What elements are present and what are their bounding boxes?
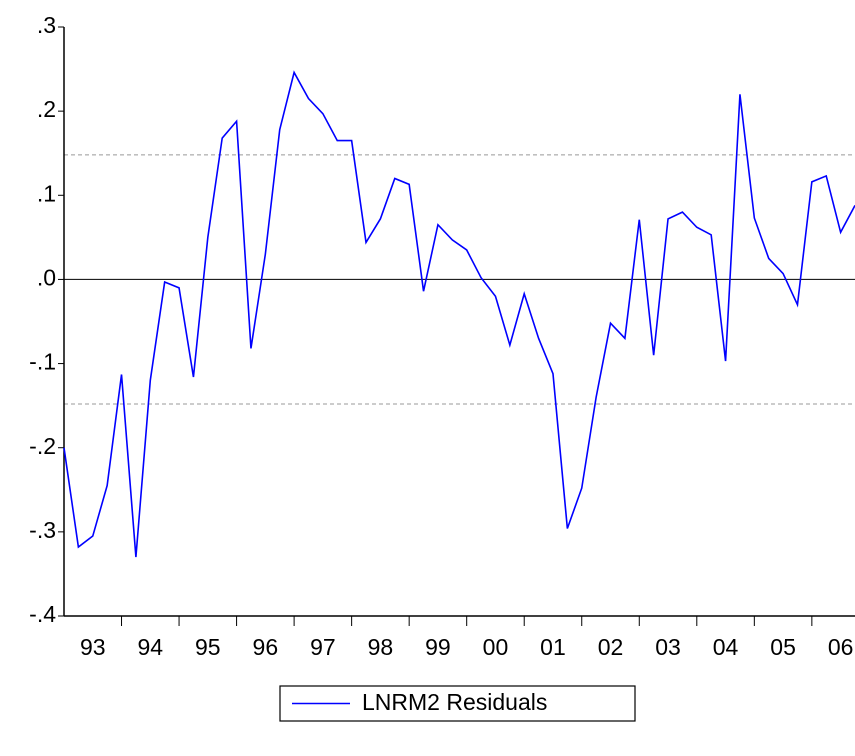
x-tick-label: 04: [713, 634, 739, 660]
x-tick-label: 01: [540, 634, 566, 660]
x-tick-label: 02: [598, 634, 624, 660]
y-tick-label: .1: [37, 180, 56, 206]
x-tick-label: 05: [770, 634, 796, 660]
x-tick-label: 98: [368, 634, 394, 660]
y-tick-label: -.1: [29, 349, 56, 375]
y-tick-label: -.3: [29, 517, 56, 543]
x-tick-label: 03: [655, 634, 681, 660]
x-tick-label: 99: [425, 634, 451, 660]
data-line: [63, 70, 855, 558]
legend-label: LNRM2 Residuals: [362, 689, 547, 715]
y-tick-label: .3: [37, 12, 56, 38]
y-tick-label: -.2: [29, 433, 56, 459]
x-tick-label: 06: [828, 634, 854, 660]
y-tick-label: -.4: [29, 601, 56, 627]
x-tick-label: 96: [253, 634, 279, 660]
x-tick-label: 93: [80, 634, 106, 660]
x-tick-label: 00: [483, 634, 509, 660]
y-tick-label: .0: [37, 265, 56, 291]
x-tick-label: 97: [310, 634, 336, 660]
x-tick-label: 95: [195, 634, 221, 660]
x-tick-label: 94: [137, 634, 163, 660]
y-tick-label: .2: [37, 96, 56, 122]
